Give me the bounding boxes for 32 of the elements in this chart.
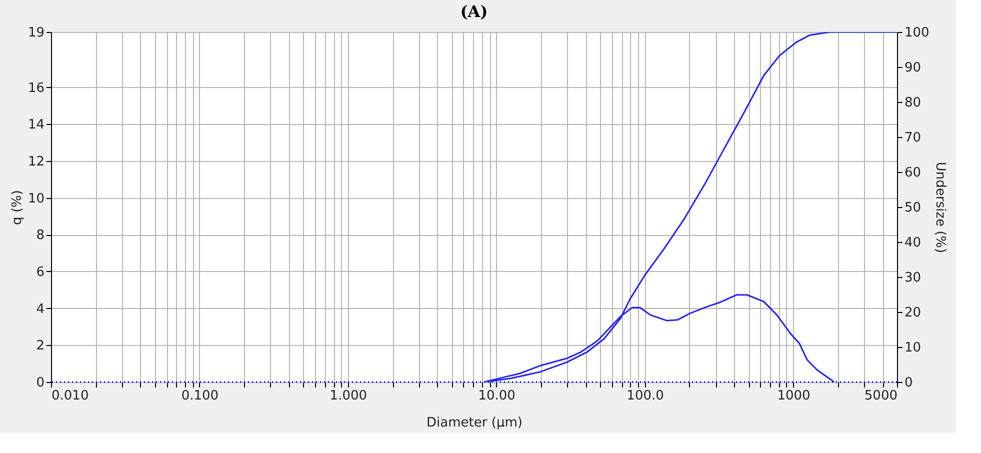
y-tick-label: 19: [28, 26, 44, 40]
y-tick-label: 12: [28, 154, 44, 170]
y2-tick-label: 100: [904, 26, 930, 40]
x-tick-label: 0.100: [181, 388, 219, 404]
y-axis-title: q (%): [10, 190, 25, 225]
y2-tick-label: 30: [904, 270, 922, 286]
y-tick-label: 10: [28, 191, 44, 206]
y2-tick-label: 20: [904, 306, 922, 320]
y2-tick-label: 70: [904, 130, 922, 146]
x-tick-label: 10.00: [478, 388, 516, 404]
x-tick-label: 1000: [777, 388, 810, 404]
y2-tick-label: 60: [904, 166, 922, 180]
y-tick-label: 2: [36, 338, 44, 354]
y2-tick-label: 40: [904, 236, 922, 250]
y2-tick-label: 80: [904, 96, 922, 110]
x-tick-label: 100.0: [626, 388, 664, 404]
chart-title: (A): [460, 2, 488, 21]
x-axis-title: Diameter (µm): [426, 416, 522, 430]
y-tick-label: 0: [36, 376, 44, 390]
y-tick-label: 16: [28, 80, 44, 96]
y-tick-label: 6: [36, 264, 44, 280]
y2-tick-label: 10: [904, 340, 922, 356]
y2-tick-label: 90: [904, 60, 922, 76]
y-tick-label: 14: [28, 118, 44, 133]
y-tick-label: 8: [36, 228, 44, 244]
x-tick-label: 0.010: [52, 388, 89, 404]
y-tick-label: 4: [36, 302, 44, 317]
x-tick-label: 5000: [864, 388, 898, 404]
x-tick-label: 1.000: [330, 388, 368, 404]
y2-tick-label: 50: [904, 200, 922, 216]
y2-tick-label: 0: [904, 376, 913, 390]
y2-axis-title: Undersize (%): [932, 162, 948, 254]
